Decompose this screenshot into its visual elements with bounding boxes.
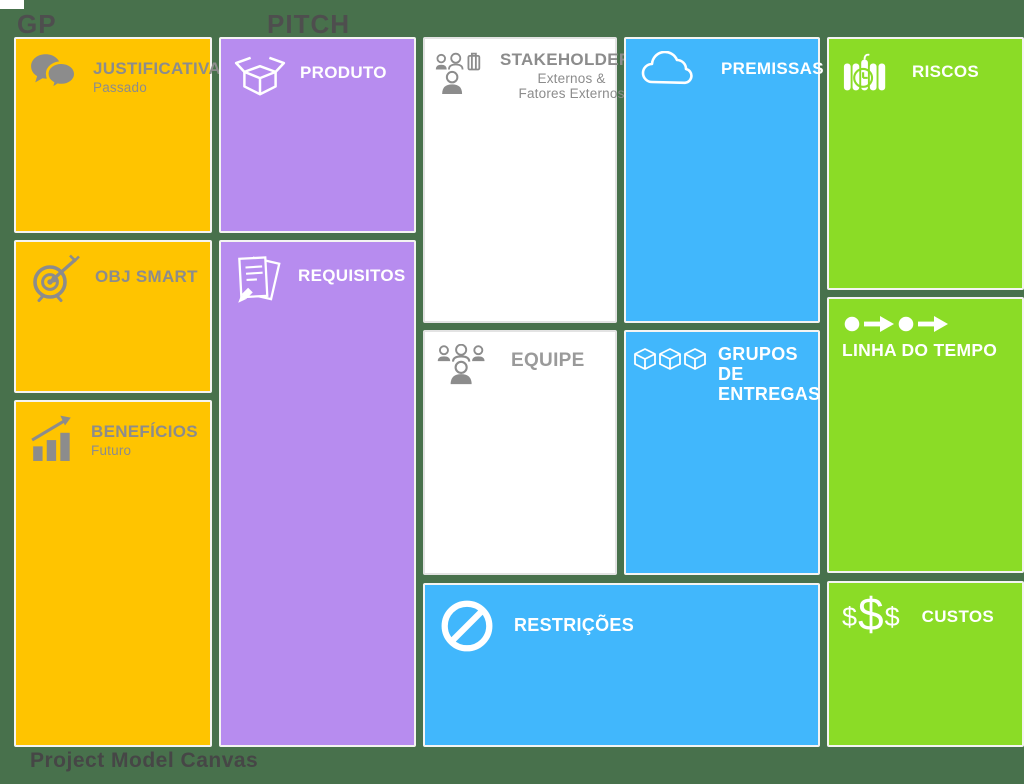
target-arrow-icon <box>33 254 80 302</box>
box-title: STAKEHOLDERS <box>500 50 644 69</box>
dollar-glyph: $ <box>842 601 858 632</box>
box-grupos-de-entregas: GRUPOS DE ENTREGAS <box>624 330 820 575</box>
people-briefcase-icon <box>435 52 481 94</box>
box-title: CUSTOS <box>921 606 994 626</box>
team-group-icon <box>437 344 485 385</box>
box-riscos: RISCOS <box>827 37 1024 290</box>
box-title: EQUIPE <box>511 350 585 371</box>
prohibition-sign-icon <box>441 600 493 652</box>
box-title: RESTRIÇÕES <box>514 615 635 636</box>
box-beneficios: BENEFÍCIOS Futuro <box>14 400 212 747</box>
box-custos: $ $ $ CUSTOS <box>827 581 1024 747</box>
box-subtitle: Passado <box>93 79 147 95</box>
corner-sliver <box>0 0 24 9</box>
dollar-glyph: $ <box>858 588 884 640</box>
dynamite-timer-icon <box>843 53 886 91</box>
box-justificativas: JUSTIFICATIVAS Passado <box>14 37 232 233</box>
dollar-glyph: $ <box>884 601 900 632</box>
box-title: OBJ SMART <box>95 267 198 286</box>
pitch-label: PITCH <box>267 9 350 39</box>
box-title: GRUPOS DE ENTREGAS <box>718 344 821 404</box>
speech-bubbles-icon <box>31 54 77 93</box>
box-premissas: PREMISSAS <box>624 37 824 323</box>
box-equipe: EQUIPE <box>423 330 617 575</box>
dollar-signs-icon: $ $ $ <box>842 591 900 637</box>
document-pencil-icon <box>238 256 281 303</box>
box-title: PREMISSAS <box>721 59 824 78</box>
box-title: REQUISITOS <box>298 266 406 285</box>
box-title: RISCOS <box>912 62 979 81</box>
box-linha-do-tempo: LINHA DO TEMPO <box>827 297 1024 573</box>
delivery-boxes-icon <box>634 348 706 370</box>
box-title: LINHA DO TEMPO <box>842 340 998 360</box>
box-subtitle: Futuro <box>91 442 132 458</box>
box-subtitle-line2: Fatores Externos <box>518 85 625 101</box>
box-restricoes: RESTRIÇÕES <box>423 583 820 747</box>
box-title: BENEFÍCIOS <box>91 422 198 441</box>
box-produto: PRODUTO <box>219 37 416 233</box>
box-title: PRODUTO <box>300 63 387 82</box>
box-requisitos: REQUISITOS <box>219 240 416 747</box>
box-subtitle-line1: Externos & <box>537 70 606 86</box>
bar-chart-growth-icon <box>31 415 71 461</box>
brand-label: Project Model Canvas <box>30 749 259 772</box>
box-title: JUSTIFICATIVAS <box>93 59 233 78</box>
gp-label: GP <box>17 9 57 39</box>
box-obj-smart: OBJ SMART <box>14 240 212 393</box>
timeline-arrows-icon <box>844 316 948 332</box>
box-stakeholders: STAKEHOLDERS Externos & Fatores Externos <box>423 37 643 323</box>
cloud-icon <box>641 51 693 85</box>
open-box-icon <box>234 56 286 96</box>
